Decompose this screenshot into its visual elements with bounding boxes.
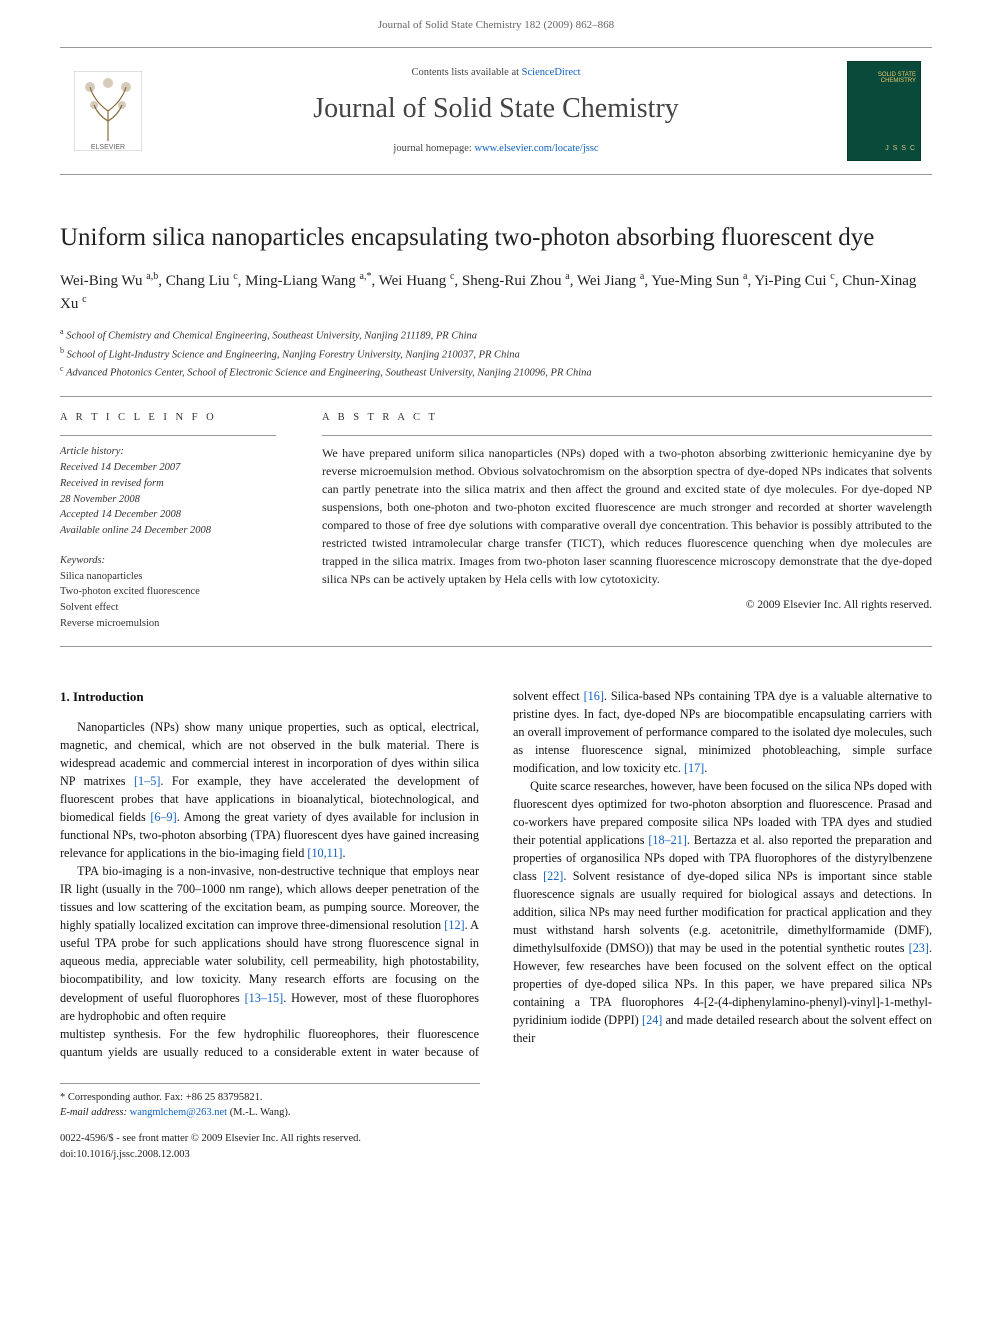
elsevier-tree-logo: ELSEVIER	[74, 71, 142, 151]
abstract-column: A B S T R A C T We have prepared uniform…	[322, 411, 932, 631]
cover-label-2: CHEMISTRY	[881, 78, 916, 84]
corr-email-line: E-mail address: wangmlchem@263.net (M.-L…	[60, 1105, 480, 1121]
keyword-3: Solvent effect	[60, 600, 276, 616]
article-history: Article history: Received 14 December 20…	[60, 444, 276, 539]
doi-block: 0022-4596/$ - see front matter © 2009 El…	[60, 1131, 932, 1163]
banner-center: Contents lists available at ScienceDirec…	[156, 48, 836, 174]
keywords-label: Keywords:	[60, 553, 276, 569]
corr-fax: * Corresponding author. Fax: +86 25 8379…	[60, 1090, 480, 1106]
author-list: Wei-Bing Wu a,b, Chang Liu c, Ming-Liang…	[60, 269, 932, 316]
doi-line: doi:10.1016/j.jssc.2008.12.003	[60, 1147, 932, 1163]
email-label: E-mail address:	[60, 1107, 127, 1118]
keyword-1: Silica nanoparticles	[60, 569, 276, 585]
article-info-column: A R T I C L E I N F O Article history: R…	[60, 411, 276, 631]
contents-lists-line: Contents lists available at ScienceDirec…	[166, 66, 826, 80]
keyword-4: Reverse microemulsion	[60, 616, 276, 632]
abstract-text: We have prepared uniform silica nanopart…	[322, 444, 932, 588]
sciencedirect-link[interactable]: ScienceDirect	[522, 67, 581, 78]
svg-text:ELSEVIER: ELSEVIER	[91, 144, 125, 151]
body-p4: Quite scarce researches, however, have b…	[513, 777, 932, 1048]
article-title: Uniform silica nanoparticles encapsulati…	[60, 223, 932, 253]
divider-top	[60, 396, 932, 397]
affiliation-a: a School of Chemistry and Chemical Engin…	[60, 326, 932, 345]
article-info-head: A R T I C L E I N F O	[60, 411, 276, 425]
footer-block: * Corresponding author. Fax: +86 25 8379…	[60, 1083, 932, 1122]
article-block: Uniform silica nanoparticles encapsulati…	[0, 175, 992, 1061]
affil-a-text: School of Chemistry and Chemical Enginee…	[66, 330, 477, 341]
history-online: Available online 24 December 2008	[60, 523, 276, 539]
keywords-block: Keywords: Silica nanoparticles Two-photo…	[60, 553, 276, 632]
contents-prefix: Contents lists available at	[411, 67, 521, 78]
email-link[interactable]: wangmlchem@263.net	[130, 1107, 230, 1118]
history-revised-1: Received in revised form	[60, 476, 276, 492]
journal-homepage-line: journal homepage: www.elsevier.com/locat…	[166, 142, 826, 156]
cover-thumbnail-cell: SOLID STATE CHEMISTRY J S S C	[836, 48, 932, 174]
affiliations: a School of Chemistry and Chemical Engin…	[60, 326, 932, 382]
cover-label-1: SOLID STATE	[878, 72, 916, 78]
affil-b-text: School of Light-Industry Science and Eng…	[67, 349, 520, 360]
body-p2: TPA bio-imaging is a non-invasive, non-d…	[60, 862, 479, 1024]
section-1-heading: 1. Introduction	[60, 687, 479, 706]
email-suffix: (M.-L. Wang).	[230, 1107, 291, 1118]
affiliation-c: c Advanced Photonics Center, School of E…	[60, 363, 932, 382]
homepage-link[interactable]: www.elsevier.com/locate/jssc	[474, 143, 598, 154]
cover-jssc: J S S C	[885, 144, 916, 153]
abstract-copyright: © 2009 Elsevier Inc. All rights reserved…	[322, 598, 932, 614]
abstract-head: A B S T R A C T	[322, 411, 932, 425]
front-matter-line: 0022-4596/$ - see front matter © 2009 El…	[60, 1131, 932, 1147]
running-header: Journal of Solid State Chemistry 182 (20…	[0, 0, 992, 39]
journal-cover-thumbnail: SOLID STATE CHEMISTRY J S S C	[847, 61, 921, 161]
history-received: Received 14 December 2007	[60, 460, 276, 476]
body-columns: 1. Introduction Nanoparticles (NPs) show…	[60, 687, 932, 1061]
journal-banner: ELSEVIER Contents lists available at Sci…	[60, 47, 932, 175]
history-accepted: Accepted 14 December 2008	[60, 507, 276, 523]
meta-grid: A R T I C L E I N F O Article history: R…	[60, 411, 932, 631]
corresponding-author: * Corresponding author. Fax: +86 25 8379…	[60, 1083, 480, 1122]
history-label: Article history:	[60, 444, 276, 460]
divider-bottom	[60, 646, 932, 647]
keyword-2: Two-photon excited fluorescence	[60, 584, 276, 600]
body-p1: Nanoparticles (NPs) show many unique pro…	[60, 718, 479, 862]
affil-c-text: Advanced Photonics Center, School of Ele…	[66, 368, 592, 379]
publisher-logo-cell: ELSEVIER	[60, 48, 156, 174]
journal-name: Journal of Solid State Chemistry	[166, 90, 826, 128]
history-revised-2: 28 November 2008	[60, 492, 276, 508]
affiliation-b: b School of Light-Industry Science and E…	[60, 345, 932, 364]
homepage-prefix: journal homepage:	[393, 143, 474, 154]
abstract-divider	[322, 435, 932, 436]
info-divider	[60, 435, 276, 436]
cover-label: SOLID STATE CHEMISTRY	[878, 72, 916, 85]
